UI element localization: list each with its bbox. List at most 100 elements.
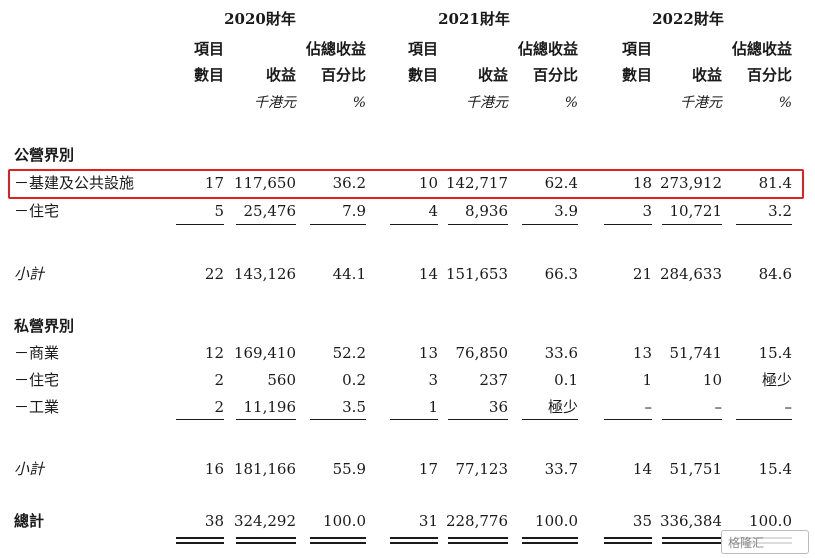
private-sector-title: 私營界別	[14, 317, 75, 335]
items-header-3: 項目	[621, 40, 652, 58]
cell-pct-2022: 81.4	[758, 174, 792, 192]
cell-revenue-2022: –	[714, 398, 723, 416]
cell-items-2022: 18	[632, 174, 652, 192]
double-rule	[448, 537, 508, 539]
cell-pct-2021: 66.3	[544, 265, 578, 283]
double-rule	[662, 537, 722, 539]
double-rule	[448, 542, 508, 544]
rule	[448, 224, 508, 225]
pct-header-1b: 百分比	[320, 66, 366, 84]
double-rule	[390, 542, 438, 544]
cell-revenue-2020: 169,410	[233, 344, 296, 362]
double-rule	[522, 542, 578, 544]
cell-items-2022: 14	[632, 460, 652, 478]
cell-revenue-2021: 76,850	[455, 344, 509, 362]
rule	[390, 224, 438, 225]
cell-pct-2022: 極少	[761, 371, 792, 389]
cell-pct-2020: 100.0	[323, 512, 366, 530]
revenue-header-2: 收益	[477, 66, 508, 84]
cell-items-2022: 3	[642, 202, 652, 220]
count-header-2: 數目	[407, 66, 438, 84]
cell-revenue-2020: 143,126	[233, 265, 296, 283]
cell-items-2022: 35	[632, 512, 652, 530]
cell-pct-2020: 0.2	[342, 371, 366, 389]
cell-revenue-2020: 560	[267, 371, 296, 389]
items-header-1: 項目	[193, 40, 224, 58]
rule	[736, 224, 792, 225]
double-rule	[236, 537, 296, 539]
count-header-1: 數目	[193, 66, 224, 84]
rule	[736, 419, 792, 420]
row-label: －住宅	[14, 202, 60, 220]
cell-items-2020: 16	[204, 460, 224, 478]
pct-header-2b: 百分比	[532, 66, 578, 84]
cell-pct-2020: 55.9	[332, 460, 366, 478]
cell-items-2020: 22	[204, 265, 224, 283]
cell-pct-2022: 100.0	[749, 512, 792, 530]
unit-pct-1: %	[352, 95, 366, 111]
cell-pct-2021: 極少	[547, 398, 578, 416]
cell-revenue-2022: 10,721	[669, 202, 723, 220]
double-rule	[604, 542, 652, 544]
cell-revenue-2021: 228,776	[445, 512, 508, 530]
cell-items-2021: 17	[418, 460, 438, 478]
watermark-text: 格隆汇	[728, 536, 765, 550]
cell-items-2021: 13	[418, 344, 438, 362]
cell-items-2021: 10	[418, 174, 438, 192]
cell-revenue-2020: 181,166	[233, 460, 296, 478]
pct-header-3a: 佔總收益	[731, 40, 792, 58]
unit-pct-3: %	[778, 95, 792, 111]
double-rule	[176, 542, 224, 544]
row-label: －工業	[14, 398, 60, 416]
cell-pct-2021: 33.7	[544, 460, 578, 478]
highlight-box	[8, 169, 804, 199]
cell-items-2020: 2	[214, 398, 224, 416]
cell-items-2021: 31	[418, 512, 438, 530]
cell-revenue-2022: 284,633	[659, 265, 722, 283]
double-rule	[236, 542, 296, 544]
rule	[604, 224, 652, 225]
rule	[176, 224, 224, 225]
pct-header-1a: 佔總收益	[305, 40, 366, 58]
cell-revenue-2021: 8,936	[465, 202, 508, 220]
cell-pct-2021: 100.0	[535, 512, 578, 530]
rule	[310, 419, 366, 420]
cell-items-2021: 14	[418, 265, 438, 283]
revenue-header-3: 收益	[691, 66, 722, 84]
rule	[236, 224, 296, 225]
rule	[662, 224, 722, 225]
cell-pct-2022: 15.4	[758, 460, 792, 478]
row-label: 小計	[14, 460, 45, 478]
year-2021-header: 2021財年	[438, 10, 510, 28]
cell-pct-2022: 3.2	[768, 202, 792, 220]
cell-items-2020: 12	[204, 344, 224, 362]
double-rule	[310, 537, 366, 539]
watermark-logo: 格隆汇	[721, 530, 809, 554]
cell-revenue-2021: 151,653	[445, 265, 508, 283]
unit-revenue-2: 千港元	[466, 95, 508, 111]
cell-pct-2022: 15.4	[758, 344, 792, 362]
cell-revenue-2022: 51,741	[669, 344, 723, 362]
unit-revenue-3: 千港元	[680, 95, 722, 111]
double-rule	[176, 537, 224, 539]
cell-items-2022: 13	[632, 344, 652, 362]
rule	[522, 224, 578, 225]
row-label: 小計	[14, 265, 45, 283]
cell-items-2022: –	[644, 398, 653, 416]
cell-revenue-2022: 51,751	[669, 460, 723, 478]
unit-revenue-1: 千港元	[254, 95, 296, 111]
cell-pct-2020: 36.2	[332, 174, 366, 192]
items-header-2: 項目	[407, 40, 438, 58]
cell-revenue-2021: 36	[488, 398, 508, 416]
pct-header-3b: 百分比	[746, 66, 792, 84]
cell-items-2021: 3	[428, 371, 438, 389]
pct-header-2a: 佔總收益	[517, 40, 578, 58]
rule	[522, 419, 578, 420]
rule	[310, 224, 366, 225]
cell-revenue-2022: 273,912	[659, 174, 722, 192]
cell-pct-2022: 84.6	[758, 265, 792, 283]
cell-revenue-2022: 10	[702, 371, 722, 389]
unit-pct-2: %	[564, 95, 578, 111]
double-rule	[390, 537, 438, 539]
cell-revenue-2020: 25,476	[243, 202, 297, 220]
